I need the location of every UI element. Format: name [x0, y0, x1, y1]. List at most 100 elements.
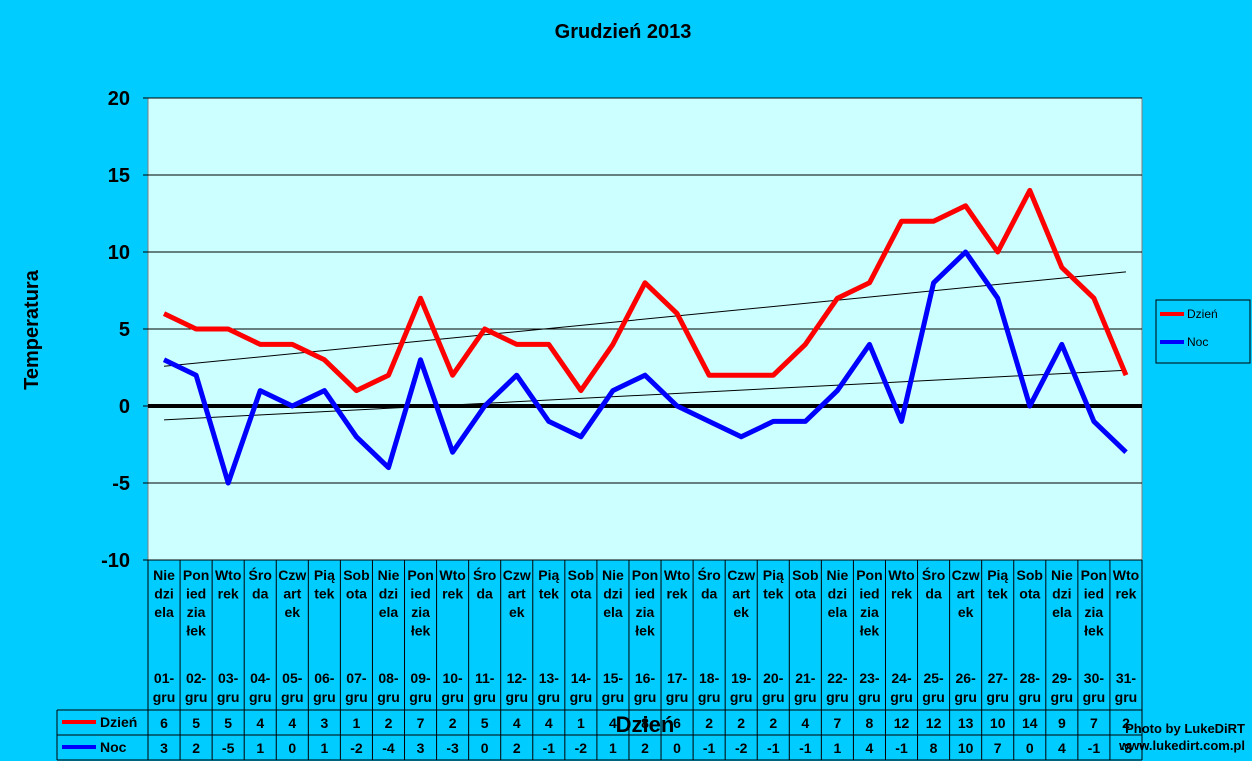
category-date-label: gru	[698, 689, 721, 705]
category-date-label: gru	[954, 689, 977, 705]
table-cell-value: 9	[1058, 715, 1066, 731]
category-day-label: ota	[570, 586, 591, 602]
y-tick-label: 0	[119, 396, 130, 418]
category-day-label: Wto	[1113, 567, 1139, 583]
category-day-label: łek	[635, 623, 655, 639]
category-date-label: gru	[409, 689, 432, 705]
y-axis-label: Temperatura	[21, 269, 43, 390]
table-cell-value: 7	[417, 715, 425, 731]
y-tick-label: 5	[119, 319, 130, 341]
category-day-label: art	[732, 586, 750, 602]
category-day-label: Nie	[1051, 567, 1073, 583]
category-day-label: Śro	[697, 566, 720, 583]
category-date-label: gru	[1115, 689, 1138, 705]
table-cell-value: 6	[673, 715, 681, 731]
table-cell-value: 2	[449, 715, 457, 731]
series-row-label: Dzień	[100, 714, 137, 730]
table-cell-value: 10	[990, 715, 1006, 731]
legend-label: Noc	[1187, 335, 1208, 349]
category-day-label: łek	[186, 623, 206, 639]
category-day-label: Wto	[215, 567, 241, 583]
table-cell-value: -1	[799, 740, 812, 756]
category-day-label: art	[508, 586, 526, 602]
category-day-label: Nie	[826, 567, 848, 583]
table-cell-value: 3	[320, 715, 328, 731]
category-date-label: 20-	[763, 670, 784, 686]
category-day-label: Sob	[792, 567, 818, 583]
category-date-label: 25-	[923, 670, 944, 686]
category-date-label: 06-	[314, 670, 335, 686]
category-day-label: Pią	[538, 567, 559, 583]
category-day-label: ota	[1019, 586, 1040, 602]
table-cell-value: 2	[192, 740, 200, 756]
category-day-label: ota	[795, 586, 816, 602]
category-day-label: rek	[218, 586, 239, 602]
category-day-label: rek	[667, 586, 688, 602]
y-tick-label: -10	[101, 550, 130, 572]
category-day-label: Wto	[888, 567, 914, 583]
category-date-label: 13-	[539, 670, 560, 686]
category-date-label: 02-	[186, 670, 207, 686]
category-day-label: dzi	[828, 586, 847, 602]
category-day-label: ek	[733, 604, 749, 620]
table-cell-value: 4	[545, 715, 553, 731]
credit-line-1: Photo by LukeDiRT	[1125, 721, 1245, 736]
category-date-label: gru	[634, 689, 657, 705]
category-day-label: ela	[154, 604, 174, 620]
table-cell-value: 1	[320, 740, 328, 756]
category-day-label: ela	[1052, 604, 1072, 620]
category-date-label: 30-	[1084, 670, 1105, 686]
category-date-label: gru	[826, 689, 849, 705]
table-cell-value: 3	[160, 740, 168, 756]
category-day-label: tek	[314, 586, 334, 602]
y-tick-label: 20	[108, 88, 130, 110]
category-day-label: rek	[1115, 586, 1136, 602]
table-cell-value: 4	[609, 715, 617, 731]
category-day-label: da	[925, 586, 942, 602]
table-cell-value: -3	[446, 740, 459, 756]
category-day-label: ela	[379, 604, 399, 620]
category-date-label: gru	[730, 689, 753, 705]
category-date-label: 31-	[1116, 670, 1137, 686]
category-date-label: gru	[249, 689, 272, 705]
table-cell-value: 14	[1022, 715, 1038, 731]
table-cell-value: 2	[705, 715, 713, 731]
table-cell-value: 2	[513, 740, 521, 756]
category-date-label: 21-	[795, 670, 816, 686]
category-day-label: Czw	[503, 567, 531, 583]
category-day-label: Pią	[987, 567, 1008, 583]
category-day-label: Czw	[952, 567, 980, 583]
category-date-label: gru	[1051, 689, 1074, 705]
category-date-label: 05-	[282, 670, 303, 686]
category-day-label: dzi	[379, 586, 398, 602]
category-day-label: tek	[763, 586, 783, 602]
category-day-label: zia	[860, 604, 879, 620]
category-day-label: da	[701, 586, 718, 602]
category-day-label: łek	[411, 623, 431, 639]
category-date-label: gru	[377, 689, 400, 705]
table-cell-value: -2	[575, 740, 588, 756]
table-cell-value: 0	[1026, 740, 1034, 756]
category-date-label: gru	[922, 689, 945, 705]
category-day-label: Pon	[407, 567, 433, 583]
category-day-label: ied	[859, 586, 879, 602]
category-date-label: 23-	[859, 670, 880, 686]
table-cell-value: -1	[895, 740, 908, 756]
table-cell-value: 5	[481, 715, 489, 731]
category-day-label: rek	[891, 586, 912, 602]
table-cell-value: -1	[543, 740, 556, 756]
y-tick-label: 15	[108, 165, 130, 187]
table-cell-value: -4	[382, 740, 395, 756]
category-date-label: 28-	[1020, 670, 1041, 686]
category-date-label: gru	[473, 689, 496, 705]
table-cell-value: 5	[224, 715, 232, 731]
category-day-label: tek	[988, 586, 1008, 602]
category-day-label: Śro	[249, 566, 272, 583]
table-cell-value: -3	[1120, 740, 1133, 756]
category-day-label: dzi	[603, 586, 622, 602]
table-cell-value: 1	[353, 715, 361, 731]
category-day-label: ied	[1084, 586, 1104, 602]
category-day-label: Pią	[314, 567, 335, 583]
gridlines	[148, 97, 1142, 561]
category-date-label: gru	[602, 689, 625, 705]
